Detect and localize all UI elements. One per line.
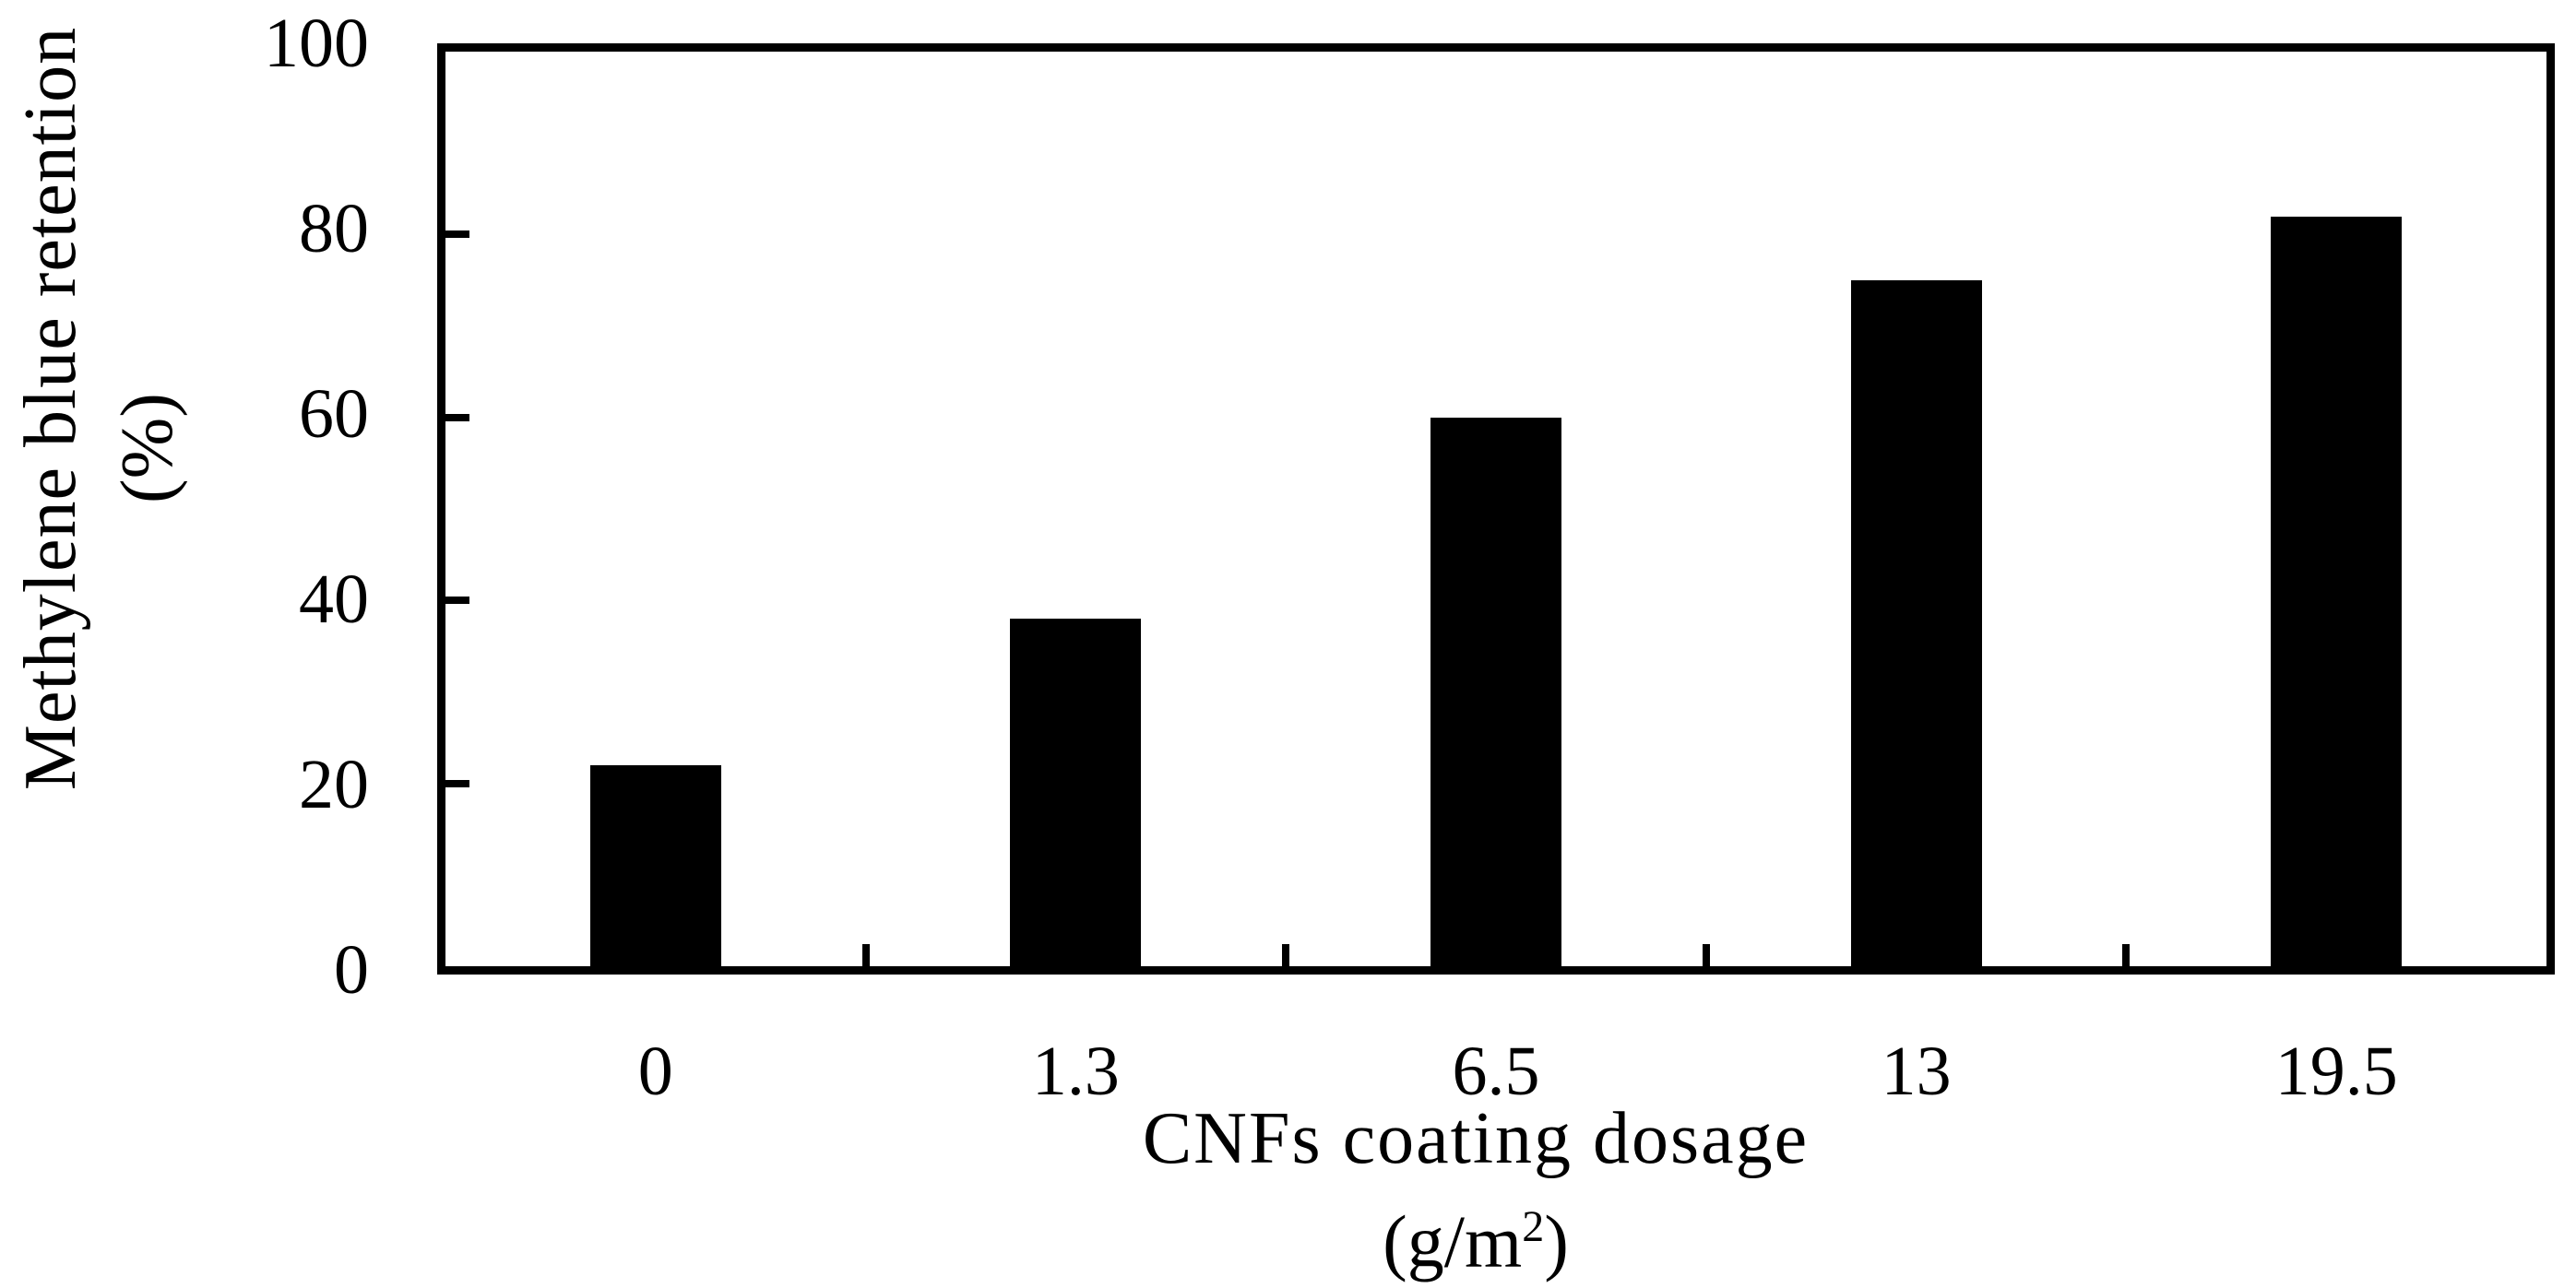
x-tick-label-13: 13 xyxy=(1881,1033,1952,1110)
superscript-2: 2 xyxy=(1522,1202,1545,1251)
bar-6.5 xyxy=(1430,417,1561,966)
x-tick-mark-3 xyxy=(1702,944,1710,966)
y-tick-mark-60 xyxy=(445,413,469,421)
bar-1.3 xyxy=(1010,619,1142,966)
x-axis-unit-label: (g/m2) xyxy=(1383,1201,1569,1283)
x-tick-mark-2 xyxy=(1282,944,1290,966)
x-tick-mark-4 xyxy=(2122,944,2131,966)
y-axis-title: Methylene blue retention xyxy=(10,26,91,791)
x-tick-label-1.3: 1.3 xyxy=(1031,1033,1120,1110)
y-tick-label-20: 20 xyxy=(299,746,369,823)
y-tick-label-0: 0 xyxy=(334,931,369,1009)
x-tick-mark-1 xyxy=(861,944,870,966)
y-tick-label-80: 80 xyxy=(299,190,369,267)
plot-area xyxy=(437,43,2555,975)
y-tick-label-40: 40 xyxy=(299,561,369,638)
bar-0 xyxy=(589,764,721,966)
y-tick-mark-40 xyxy=(445,597,469,605)
bar-13 xyxy=(1850,280,1982,966)
y-tick-mark-80 xyxy=(445,230,469,239)
y-tick-mark-20 xyxy=(445,779,469,787)
y-tick-label-60: 60 xyxy=(299,375,369,453)
x-tick-label-19.5: 19.5 xyxy=(2274,1033,2398,1110)
bar-19.5 xyxy=(2271,216,2403,966)
y-tick-label-100: 100 xyxy=(264,5,369,82)
x-tick-label-0: 0 xyxy=(637,1033,673,1110)
x-axis-title: CNFs coating dosage xyxy=(1142,1098,1810,1179)
x-tick-label-6.5: 6.5 xyxy=(1452,1033,1540,1110)
